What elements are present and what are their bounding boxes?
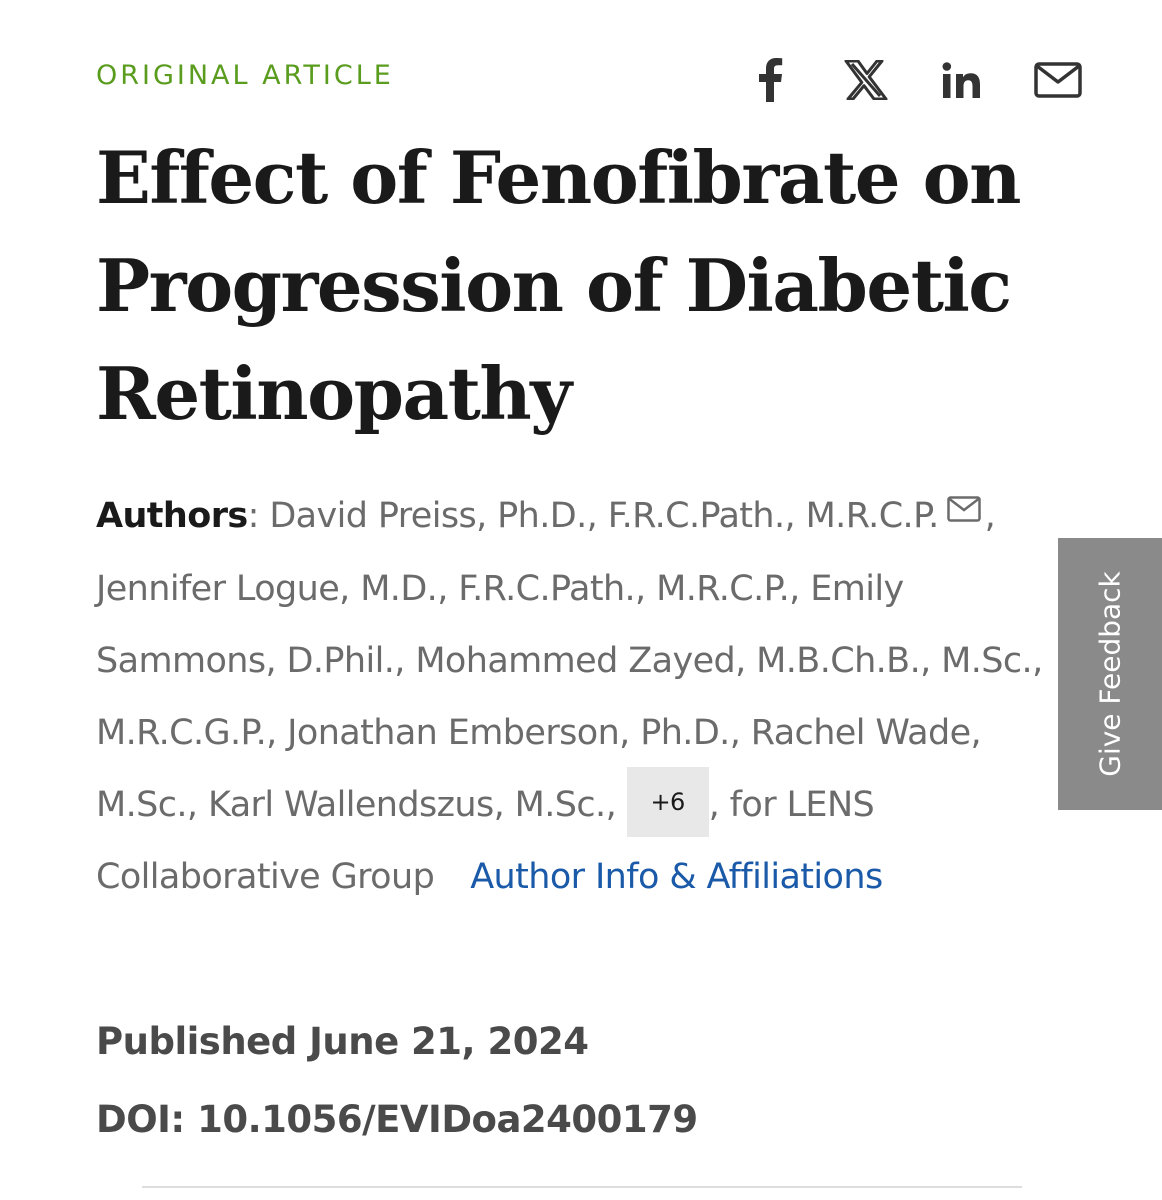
author-names-first: David Preiss, Ph.D., F.R.C.Path., M.R.C.… (269, 496, 939, 536)
author-names-rest: , Jennifer Logue, M.D., F.R.C.Path., M.R… (96, 496, 1043, 825)
author-group: , for LENS Collaborative Group (96, 785, 875, 897)
publication-date: Published June 21, 2024 (96, 1020, 589, 1063)
article-type-label: ORIGINAL ARTICLE (96, 60, 394, 91)
authors-label: Authors (96, 496, 248, 536)
share-bar (722, 52, 1106, 108)
facebook-icon (759, 58, 783, 102)
share-x-button[interactable] (818, 52, 914, 108)
share-linkedin-button[interactable] (914, 52, 1010, 108)
give-feedback-tab[interactable]: Give Feedback (1058, 538, 1162, 810)
author-list: Authors: David Preiss, Ph.D., F.R.C.Path… (96, 480, 1076, 913)
doi: DOI: 10.1056/EVIDoa2400179 (96, 1098, 698, 1141)
divider (142, 1186, 1022, 1188)
share-facebook-button[interactable] (722, 52, 818, 108)
give-feedback-label: Give Feedback (1093, 571, 1127, 777)
author-email-icon[interactable] (946, 475, 981, 547)
mail-icon (1034, 62, 1082, 98)
share-email-button[interactable] (1010, 52, 1106, 108)
article-title: Effect of Fenofibrate on Progression of … (96, 135, 1021, 436)
authors-separator: : (247, 496, 270, 536)
author-affiliations-link[interactable]: Author Info & Affiliations (470, 857, 883, 897)
linkedin-icon (942, 62, 980, 98)
x-icon (844, 60, 888, 100)
more-authors-button[interactable]: +6 (626, 767, 709, 837)
